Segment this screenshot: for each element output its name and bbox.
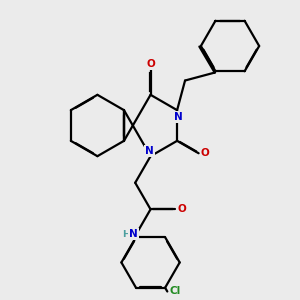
Text: N: N [145,146,154,156]
Text: Cl: Cl [170,286,181,296]
Text: O: O [177,204,186,214]
Text: N: N [129,230,138,239]
Text: H: H [122,230,130,239]
Text: N: N [174,112,183,122]
Text: O: O [146,58,155,69]
Text: O: O [201,148,209,158]
